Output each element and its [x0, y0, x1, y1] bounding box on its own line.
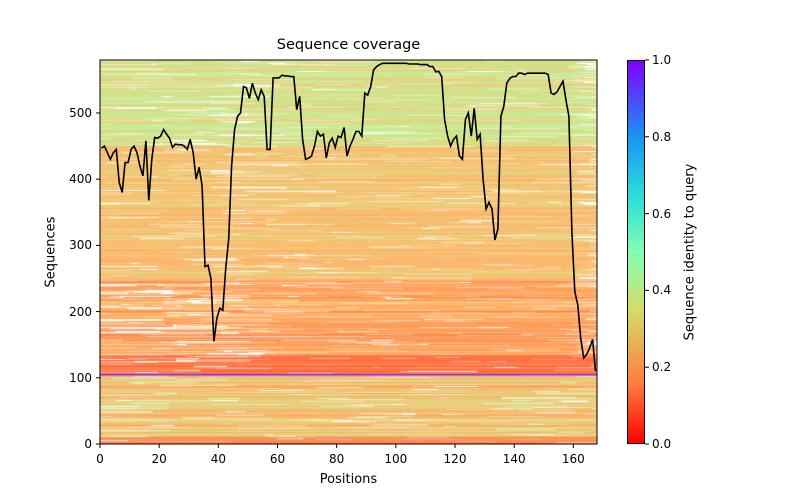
x-tick-label: 80 [329, 452, 345, 466]
y-tick-label: 500 [69, 105, 92, 120]
colorbar-tick-label: 0.2 [652, 360, 672, 375]
colorbar-tick-label: 0.8 [652, 129, 672, 144]
y-tick-label: 400 [69, 172, 92, 187]
y-tick-label: 100 [69, 370, 92, 385]
x-tick-label: 160 [561, 452, 585, 466]
x-tick-label: 60 [269, 452, 286, 466]
x-tick-label: 0 [96, 452, 104, 466]
y-tick-label: 0 [84, 437, 92, 451]
colorbar-tick-label: 0.0 [652, 437, 672, 451]
colorbar-tick-label: 1.0 [652, 53, 672, 67]
x-axis-label: Positions [319, 472, 378, 487]
colorbar [627, 60, 645, 444]
x-tick-label: 120 [443, 452, 467, 466]
colorbar-label: Sequence identity to query [682, 163, 698, 341]
chart-title: Sequence coverage [276, 37, 421, 53]
tick-marks [96, 59, 649, 448]
coverage-line [101, 62, 597, 372]
y-tick-label: 300 [69, 238, 92, 253]
x-tick-label: 40 [210, 452, 226, 466]
axes-frame [99, 59, 598, 445]
x-tick-label: 100 [384, 452, 408, 466]
x-tick-label: 20 [151, 452, 167, 466]
identity-heatmap [100, 60, 597, 444]
colorbar-tick-label: 0.4 [652, 283, 672, 298]
x-tick-label: 140 [502, 452, 526, 466]
y-tick-label: 200 [69, 304, 92, 319]
colorbar-tick-label: 0.6 [652, 206, 672, 221]
